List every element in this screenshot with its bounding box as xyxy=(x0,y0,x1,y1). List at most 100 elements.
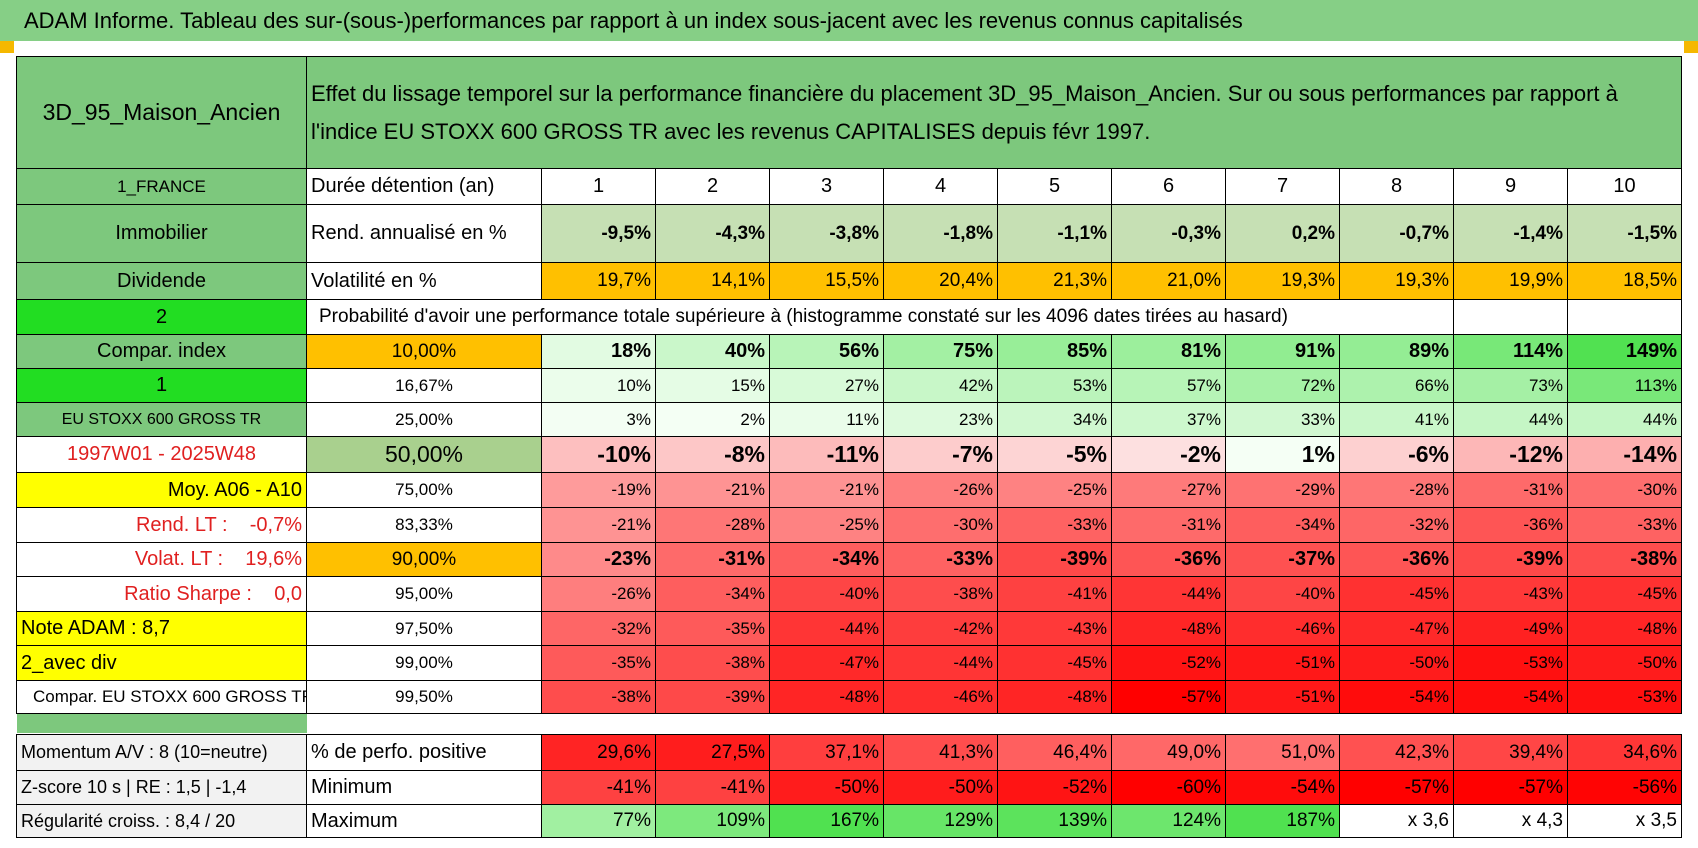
value-cell: -48% xyxy=(1566,611,1683,646)
value-cell: -23% xyxy=(541,542,656,577)
value-cell: 34,6% xyxy=(1567,734,1682,771)
value-cell: -34% xyxy=(1225,507,1340,543)
row-label: Moy. A06 - A10 xyxy=(16,472,307,508)
value-cell: 129% xyxy=(883,804,998,838)
value-cell: 53% xyxy=(997,368,1112,403)
value-cell: -44% xyxy=(769,611,884,646)
value-cell: 21,3% xyxy=(997,262,1112,300)
value-cell: -36% xyxy=(1111,542,1226,577)
value-cell: -41% xyxy=(541,770,656,805)
value-cell: -41% xyxy=(997,576,1112,612)
empty-cell xyxy=(1453,299,1568,335)
value-cell: 15,5% xyxy=(769,262,884,300)
value-cell: -28% xyxy=(655,507,770,543)
row-label: Compar. index xyxy=(16,334,307,369)
value-cell: -34% xyxy=(655,576,770,612)
value-cell: 18,5% xyxy=(1566,262,1683,300)
row-header: 97,50% xyxy=(306,611,542,646)
value-cell: 139% xyxy=(997,804,1112,838)
value-cell: 20,4% xyxy=(883,262,998,300)
row-label: Rend. LT : -0,7% xyxy=(16,507,307,543)
value-cell: 19,9% xyxy=(1453,262,1568,300)
empty-cell xyxy=(998,714,1112,733)
section-caption: Probabilité d'avoir une performance tota… xyxy=(306,299,1454,335)
row-label: Compar. EU STOXX 600 GROSS TR xyxy=(16,680,307,714)
value-cell: 23% xyxy=(883,402,998,437)
value-cell: 109% xyxy=(655,804,770,838)
spacer-cell xyxy=(16,713,307,733)
row-header: 25,00% xyxy=(306,402,542,437)
row-label: Ratio Sharpe : 0,0 xyxy=(16,576,307,612)
row-header: 50,00% xyxy=(306,436,542,473)
value-cell: -45% xyxy=(1566,576,1683,612)
row-label: 2_avec div xyxy=(16,645,307,681)
value-cell: -14% xyxy=(1566,436,1683,473)
value-cell: x 4,3 xyxy=(1453,804,1568,838)
empty-cell xyxy=(1226,714,1340,733)
row-header: 95,00% xyxy=(306,576,542,612)
value-cell: 49,0% xyxy=(1111,734,1226,771)
empty-cell xyxy=(307,714,542,733)
value-cell: -0,7% xyxy=(1339,204,1454,263)
row-header: Volatilité en % xyxy=(306,262,542,300)
duration: 5 xyxy=(997,168,1112,205)
value-cell: -47% xyxy=(769,645,884,681)
empty-cell xyxy=(884,714,998,733)
value-cell: 19,3% xyxy=(1339,262,1454,300)
value-cell: 42,3% xyxy=(1339,734,1454,771)
value-cell: -46% xyxy=(883,680,998,714)
value-cell: -25% xyxy=(769,507,884,543)
value-cell: -54% xyxy=(1339,680,1454,714)
value-cell: 149% xyxy=(1566,334,1683,369)
value-cell: -8% xyxy=(655,436,770,473)
value-cell: 91% xyxy=(1225,334,1340,369)
value-cell: 46,4% xyxy=(997,734,1112,771)
value-cell: 51,0% xyxy=(1225,734,1340,771)
value-cell: -26% xyxy=(883,472,998,508)
value-cell: 44% xyxy=(1566,402,1683,437)
row-header: 75,00% xyxy=(306,472,542,508)
value-cell: -48% xyxy=(1111,611,1226,646)
value-cell: -38% xyxy=(1566,542,1683,577)
value-cell: -11% xyxy=(769,436,884,473)
value-cell: 81% xyxy=(1111,334,1226,369)
value-cell: -0,3% xyxy=(1111,204,1226,263)
value-cell: -60% xyxy=(1111,770,1226,805)
value-cell: -52% xyxy=(997,770,1112,805)
value-cell: 56% xyxy=(769,334,884,369)
row-label: 1_FRANCE xyxy=(16,168,307,205)
placement-name: 3D_95_Maison_Ancien xyxy=(16,56,307,169)
value-cell: -57% xyxy=(1111,680,1226,714)
value-cell: -40% xyxy=(769,576,884,612)
value-cell: -50% xyxy=(1566,645,1683,681)
value-cell: -28% xyxy=(1339,472,1454,508)
row-label: Immobilier xyxy=(16,204,307,263)
value-cell: 29,6% xyxy=(541,734,656,771)
value-cell: -2% xyxy=(1111,436,1226,473)
row-label: 2 xyxy=(16,299,307,335)
value-cell: -32% xyxy=(1339,507,1454,543)
value-cell: -39% xyxy=(1453,542,1568,577)
value-cell: -10% xyxy=(541,436,656,473)
value-cell: -1,1% xyxy=(997,204,1112,263)
value-cell: 37% xyxy=(1111,402,1226,437)
title-bar: ADAM Informe. Tableau des sur-(sous-)per… xyxy=(0,0,1698,41)
value-cell: -52% xyxy=(1111,645,1226,681)
value-cell: 19,7% xyxy=(541,262,656,300)
value-cell: 73% xyxy=(1453,368,1568,403)
value-cell: -45% xyxy=(1339,576,1454,612)
value-cell: -25% xyxy=(997,472,1112,508)
value-cell: 27,5% xyxy=(655,734,770,771)
value-cell: -1,4% xyxy=(1453,204,1568,263)
main-table: 3D_95_Maison_Ancien Effet du lissage temp… xyxy=(16,56,1683,733)
row-header: 10,00% xyxy=(306,334,542,369)
duration: 1 xyxy=(541,168,656,205)
value-cell: 187% xyxy=(1225,804,1340,838)
value-cell: -6% xyxy=(1339,436,1454,473)
value-cell: 113% xyxy=(1566,368,1683,403)
indicator: Z-score 10 s | RE : 1,5 | -1,4 xyxy=(16,770,307,805)
row-label: Note ADAM : 8,7 xyxy=(16,611,307,646)
value-cell: -33% xyxy=(997,507,1112,543)
row-header: 83,33% xyxy=(306,507,542,543)
